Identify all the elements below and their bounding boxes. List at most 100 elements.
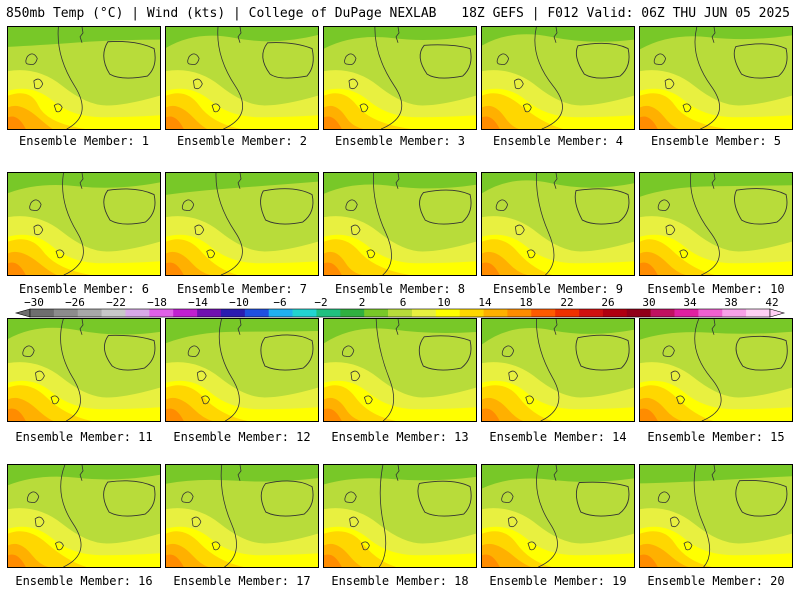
- ensemble-member-label: Ensemble Member: 10: [647, 282, 785, 296]
- colorbar-tick-label: 6: [400, 298, 407, 309]
- temperature-field-map: [324, 465, 476, 567]
- temperature-field-map: [482, 465, 634, 567]
- colorbar-swatch: [626, 309, 651, 317]
- colorbar-swatch: [340, 309, 365, 317]
- colorbar-tick-label: 14: [478, 298, 492, 309]
- colorbar-swatch: [244, 309, 270, 317]
- colorbar-swatch: [602, 309, 628, 317]
- ensemble-member-label: Ensemble Member: 5: [650, 134, 782, 148]
- temperature-colorbar: −30 −26 −22 −18 −14 −10 −6 −2 2 6 10 14 18 22 26 30 34 38…: [14, 298, 786, 318]
- colorbar-swatch: [722, 309, 747, 317]
- temperature-field-map: [640, 465, 792, 567]
- ensemble-member-label: Ensemble Member: 19: [489, 574, 627, 588]
- colorbar-tick-label: 38: [724, 298, 737, 309]
- run-valid-time: 18Z GEFS | F012 Valid: 06Z THU JUN 05 20…: [461, 6, 790, 21]
- colorbar-swatch: [483, 309, 508, 317]
- colorbar-swatch: [411, 309, 437, 317]
- ensemble-map-panel: [7, 318, 161, 422]
- colorbar-tick-label: 30: [642, 298, 655, 309]
- ensemble-map-panel: [639, 26, 793, 130]
- ensemble-member-label: Ensemble Member: 3: [334, 134, 466, 148]
- ensemble-map-panel: [7, 464, 161, 568]
- ensemble-map-panel: [165, 464, 319, 568]
- colorbar-swatch: [531, 309, 556, 317]
- ensemble-member-label: Ensemble Member: 13: [331, 430, 469, 444]
- ensemble-member-label: Ensemble Member: 16: [15, 574, 153, 588]
- ensemble-map-panel: [481, 172, 635, 276]
- ensemble-member-label: Ensemble Member: 17: [173, 574, 311, 588]
- colorbar-tick-label: 26: [601, 298, 614, 309]
- colorbar-tick-label: 18: [519, 298, 532, 309]
- map-title: 850mb Temp (°C) | Wind (kts) | College o…: [6, 6, 437, 21]
- colorbar-arrow-right: [769, 308, 786, 318]
- colorbar-swatch: [579, 309, 604, 317]
- colorbar-tick-label: 22: [560, 298, 573, 309]
- ensemble-map-panel: [481, 26, 635, 130]
- colorbar-swatch: [292, 309, 317, 317]
- colorbar-swatch: [53, 309, 79, 317]
- colorbar-tick-label: −6: [273, 298, 286, 309]
- temperature-field-map: [640, 173, 792, 275]
- colorbar-swatch: [364, 309, 389, 317]
- temperature-field-map: [640, 27, 792, 129]
- ensemble-map-panel: [165, 318, 319, 422]
- ensemble-map-panel: [323, 172, 477, 276]
- ensemble-map-panel: [7, 172, 161, 276]
- colorbar-tick-label: 34: [683, 298, 697, 309]
- colorbar-tick-label: −14: [188, 298, 208, 309]
- temperature-field-map: [166, 27, 318, 129]
- temperature-field-map: [324, 319, 476, 421]
- colorbar-swatch: [125, 309, 150, 317]
- colorbar-swatch: [388, 309, 413, 317]
- ensemble-member-label: Ensemble Member: 2: [176, 134, 308, 148]
- ensemble-member-label: Ensemble Member: 9: [492, 282, 624, 296]
- colorbar-swatch: [149, 309, 174, 317]
- temperature-field-map: [8, 27, 160, 129]
- ensemble-member-label: Ensemble Member: 6: [18, 282, 150, 296]
- temperature-field-map: [482, 27, 634, 129]
- ensemble-map-panel: [165, 26, 319, 130]
- ensemble-member-label: Ensemble Member: 18: [331, 574, 469, 588]
- temperature-field-map: [324, 27, 476, 129]
- colorbar-tick-label: 42: [765, 298, 778, 309]
- ensemble-map-panel: [323, 318, 477, 422]
- colorbar-swatch: [435, 309, 460, 317]
- colorbar-swatch: [316, 309, 341, 317]
- ensemble-member-label: Ensemble Member: 7: [176, 282, 308, 296]
- temperature-field-map: [166, 465, 318, 567]
- colorbar-swatch: [555, 309, 580, 317]
- colorbar-swatch: [173, 309, 198, 317]
- colorbar-tick-label: −26: [65, 298, 85, 309]
- colorbar-tick-label: 2: [359, 298, 366, 309]
- colorbar-swatch: [674, 309, 699, 317]
- colorbar-swatch: [197, 309, 222, 317]
- ensemble-member-label: Ensemble Member: 12: [173, 430, 311, 444]
- ensemble-member-label: Ensemble Member: 20: [647, 574, 785, 588]
- ensemble-map-panel: [323, 26, 477, 130]
- temperature-field-map: [8, 465, 160, 567]
- colorbar-swatch: [77, 309, 102, 317]
- colorbar-swatch: [30, 309, 55, 317]
- colorbar-tick-label: −22: [106, 298, 126, 309]
- temperature-field-map: [166, 173, 318, 275]
- ensemble-map-panel: [639, 464, 793, 568]
- ensemble-map-panel: [7, 26, 161, 130]
- ensemble-member-label: Ensemble Member: 8: [334, 282, 466, 296]
- colorbar-swatch: [746, 309, 771, 317]
- temperature-field-map: [482, 319, 634, 421]
- temperature-field-map: [8, 173, 160, 275]
- ensemble-map-panel: [481, 318, 635, 422]
- ensemble-member-label: Ensemble Member: 1: [18, 134, 150, 148]
- temperature-field-map: [324, 173, 476, 275]
- colorbar-tick-label: 10: [437, 298, 450, 309]
- colorbar-swatch: [268, 309, 293, 317]
- ensemble-member-label: Ensemble Member: 15: [647, 430, 785, 444]
- colorbar-tick-label: −18: [147, 298, 167, 309]
- ensemble-member-label: Ensemble Member: 11: [15, 430, 153, 444]
- temperature-field-map: [166, 319, 318, 421]
- temperature-field-map: [8, 319, 160, 421]
- colorbar-swatch: [220, 309, 246, 317]
- colorbar-arrow-left: [14, 308, 31, 318]
- ensemble-member-label: Ensemble Member: 4: [492, 134, 624, 148]
- temperature-field-map: [640, 319, 792, 421]
